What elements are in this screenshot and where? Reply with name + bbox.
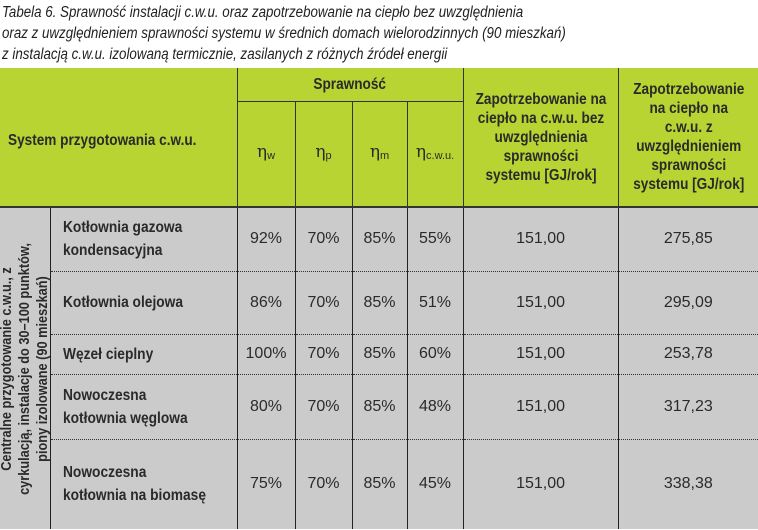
table-row: Węzeł cieplny 100% 70% 85% 60% 151,00 25… bbox=[0, 334, 758, 375]
group-label: Centralne przygotowanie c.w.u., z cyrkul… bbox=[0, 207, 51, 529]
table-caption: Tabela 6. Sprawność instalacji c.w.u. or… bbox=[2, 2, 652, 65]
demand-without: 151,00 bbox=[462, 374, 619, 440]
eta-p: 70% bbox=[294, 207, 352, 272]
table-row: Nowoczesna kotłownia węglowa 80% 70% 85%… bbox=[0, 374, 758, 440]
eta-cwu: 60% bbox=[406, 334, 464, 375]
header-eta-w: ηw bbox=[236, 101, 295, 208]
eta-m: 85% bbox=[351, 374, 407, 440]
demand-without: 151,00 bbox=[462, 439, 619, 529]
row-name: Nowoczesna kotłownia na biomasę bbox=[49, 439, 237, 529]
eta-cwu: 55% bbox=[406, 207, 464, 272]
header-demand-with: Zapotrzebowanie na ciepło na c.w.u. z uw… bbox=[617, 68, 758, 208]
demand-with: 275,85 bbox=[617, 207, 758, 272]
eta-w: 100% bbox=[236, 334, 295, 375]
eta-w: 92% bbox=[236, 207, 295, 272]
eta-m: 85% bbox=[351, 334, 407, 375]
eta-cwu: 45% bbox=[406, 439, 464, 529]
caption-line: oraz z uwzględnieniem sprawności systemu… bbox=[2, 25, 566, 42]
demand-without: 151,00 bbox=[462, 207, 619, 272]
eta-w: 75% bbox=[236, 439, 295, 529]
eta-m: 85% bbox=[351, 439, 407, 529]
row-name: Nowoczesna kotłownia węglowa bbox=[49, 374, 237, 440]
header-efficiency: Sprawność bbox=[236, 68, 464, 102]
table-row: Nowoczesna kotłownia na biomasę 75% 70% … bbox=[0, 439, 758, 529]
row-name: Węzeł cieplny bbox=[49, 334, 237, 375]
table-row: Kotłownia olejowa 86% 70% 85% 51% 151,00… bbox=[0, 271, 758, 335]
eta-cwu: 48% bbox=[406, 374, 464, 440]
header-eta-cwu: ηc.w.u. bbox=[406, 101, 464, 208]
row-name: Kotłownia olejowa bbox=[49, 271, 237, 335]
eta-w: 86% bbox=[236, 271, 295, 335]
eta-p: 70% bbox=[294, 334, 352, 375]
demand-with: 253,78 bbox=[617, 334, 758, 375]
demand-with: 295,09 bbox=[617, 271, 758, 335]
eta-p: 70% bbox=[294, 439, 352, 529]
header-demand-without: Zapotrzebowanie na ciepło na c.w.u. bez … bbox=[462, 68, 619, 208]
table-row: Centralne przygotowanie c.w.u., z cyrkul… bbox=[0, 207, 758, 529]
demand-without: 151,00 bbox=[462, 271, 619, 335]
eta-cwu: 51% bbox=[406, 271, 464, 335]
eta-p: 70% bbox=[294, 271, 352, 335]
eta-m: 85% bbox=[351, 271, 407, 335]
demand-without: 151,00 bbox=[462, 334, 619, 375]
row-name: Kotłownia gazowa kondensacyjna bbox=[49, 207, 237, 272]
header-system: System przygotowania c.w.u. bbox=[0, 68, 237, 208]
caption-line: Tabela 6. Sprawność instalacji c.w.u. or… bbox=[2, 4, 524, 21]
header-eta-p: ηp bbox=[294, 101, 352, 208]
eta-w: 80% bbox=[236, 374, 295, 440]
demand-with: 338,38 bbox=[617, 439, 758, 529]
eta-m: 85% bbox=[351, 207, 407, 272]
demand-with: 317,23 bbox=[617, 374, 758, 440]
caption-line: z instalacją c.w.u. izolowaną termicznie… bbox=[2, 46, 448, 63]
efficiency-table: System przygotowania c.w.u. Sprawność Za… bbox=[0, 68, 758, 529]
header-eta-m: ηm bbox=[351, 101, 407, 208]
eta-p: 70% bbox=[294, 374, 352, 440]
